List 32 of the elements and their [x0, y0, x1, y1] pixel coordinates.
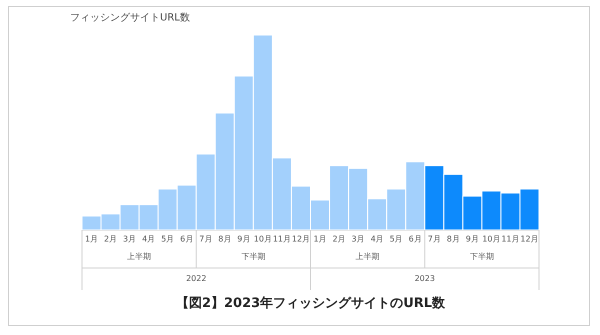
- x-tick-label: 10月: [482, 234, 500, 244]
- text: 2023: [414, 274, 435, 283]
- x-tick-label: 9月: [466, 234, 479, 244]
- x-tick-label: 6月: [180, 234, 194, 244]
- x-tick-label: 10月: [254, 234, 272, 244]
- x-tick-label: 4月: [370, 234, 384, 244]
- x-tick-label: 12月: [520, 234, 539, 244]
- x-tick-label: 9月: [237, 234, 250, 244]
- text: 2022: [186, 274, 206, 283]
- x-tick-label: 12月: [292, 234, 310, 244]
- text: 下半期: [241, 252, 266, 261]
- x-tick-label: 2月: [104, 234, 118, 244]
- x-tick-label: 11月: [272, 234, 292, 244]
- text: 上半期: [127, 252, 152, 261]
- x-tick-label: 5月: [161, 234, 174, 244]
- x-tick-label: 8月: [218, 234, 232, 244]
- x-tick-label: 3月: [123, 234, 136, 244]
- x-tick-label: 1月: [84, 234, 98, 244]
- x-tick-label: 1月: [313, 234, 327, 244]
- x-tick-label: 5月: [390, 234, 403, 244]
- x-tick-label: 3月: [352, 234, 365, 244]
- chart-title: フィッシングサイトURL数: [70, 12, 190, 24]
- text: 上半期: [356, 252, 380, 261]
- x-tick-label: 7月: [199, 234, 212, 244]
- x-tick-label: 6月: [408, 234, 422, 244]
- x-tick-label: 2月: [332, 234, 346, 244]
- x-tick-label: 11月: [501, 234, 520, 244]
- text: 【図2】2023年フィッシングサイトのURL数: [176, 295, 446, 311]
- x-tick-label: 8月: [446, 234, 460, 244]
- x-tick-label: 7月: [428, 234, 441, 244]
- text: 下半期: [470, 252, 494, 261]
- x-tick-label: 4月: [142, 234, 156, 244]
